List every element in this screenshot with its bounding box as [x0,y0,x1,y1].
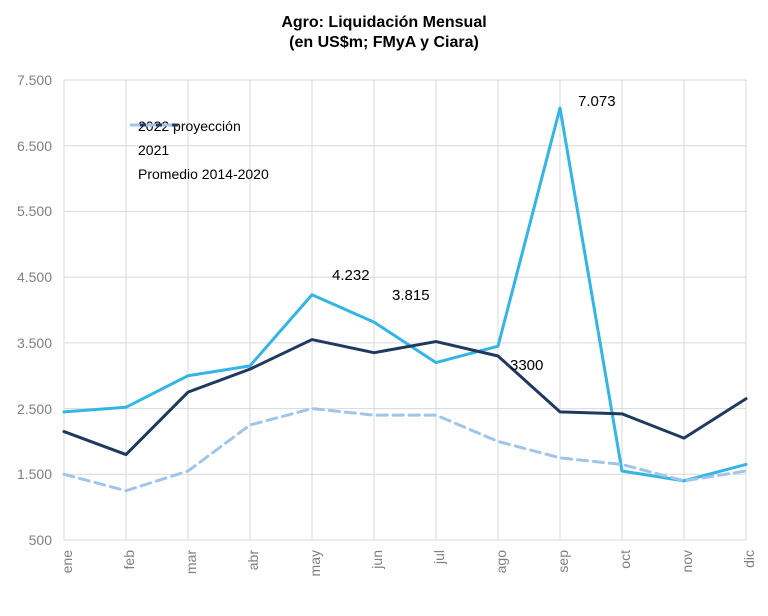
data-label-proj2022-8: 7.073 [578,93,616,110]
y-tick-label: 5.500 [0,203,52,219]
x-tick-label: may [307,550,323,610]
y-tick-label: 2.500 [0,401,52,417]
x-tick-label: abr [245,550,261,610]
y-tick-label: 4.500 [0,269,52,285]
x-tick-label: oct [617,550,633,610]
y-tick-label: 6.500 [0,138,52,154]
x-tick-label: sep [555,550,571,610]
legend: 2022 proyección2021Promedio 2014-2020 [130,118,269,190]
data-label-y2021-7: 3300 [510,357,543,374]
legend-label-avg1420: Promedio 2014-2020 [138,166,269,182]
x-tick-label: jun [369,550,385,610]
legend-swatch-avg1420 [130,118,178,132]
y-tick-label: 1.500 [0,466,52,482]
x-tick-label: nov [679,550,695,610]
legend-row-avg1420: Promedio 2014-2020 [130,166,269,182]
x-tick-label: dic [741,550,757,610]
data-label-proj2022-4: 4.232 [332,267,370,284]
x-tick-label: mar [183,550,199,610]
series-y2021 [64,340,746,455]
data-label-proj2022-5: 3.815 [392,287,430,304]
x-tick-label: ene [59,550,75,610]
y-tick-label: 7.500 [0,72,52,88]
chart-container: Agro: Liquidación Mensual (en US$m; FMyA… [0,0,768,616]
y-tick-label: 3.500 [0,335,52,351]
x-tick-label: jul [431,550,447,610]
x-tick-label: feb [121,550,137,610]
chart-svg [0,0,768,616]
legend-row-y2021: 2021 [130,142,269,158]
y-tick-label: 500 [0,532,52,548]
x-tick-label: ago [493,550,509,610]
legend-label-y2021: 2021 [138,142,169,158]
